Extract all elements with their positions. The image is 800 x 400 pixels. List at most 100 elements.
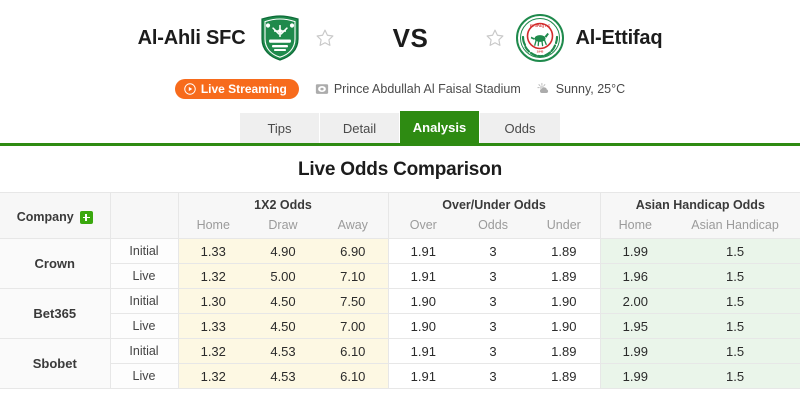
- tabs-list: Tips Detail Analysis Odds: [0, 110, 800, 143]
- table-row: Live 1.32 5.00 7.10 1.91 3 1.89 1.96 1.5: [0, 263, 800, 289]
- group-header-row: Company 1X2 Odds Over/Under Odds Asian H…: [0, 192, 800, 239]
- al-ahli-sfc-crest-icon: [255, 13, 305, 63]
- svg-text:1945: 1945: [537, 50, 544, 54]
- odds-cell-away: 6.10: [318, 363, 389, 389]
- odds-cell-home: 1.32: [177, 263, 248, 289]
- home-team-name: Al-Ahli SFC: [137, 26, 246, 49]
- sub-header-row: Home Draw Away Over Odds Under Home Asia…: [0, 214, 800, 239]
- odds-cell-under: 1.90: [528, 288, 601, 314]
- odds-cell-ah-home: 1.95: [599, 313, 671, 339]
- company-name-cell[interactable]: Crown: [0, 238, 111, 289]
- col-header-over: Over: [387, 214, 459, 239]
- odds-cell-under: 1.89: [528, 263, 601, 289]
- odds-cell-over: 1.90: [387, 313, 459, 339]
- odds-cell-under: 1.89: [528, 338, 601, 364]
- tab-tips-label: Tips: [267, 120, 292, 136]
- group-header-1x2: 1X2 Odds: [177, 192, 389, 215]
- tabs-bar: Tips Detail Analysis Odds: [0, 110, 800, 146]
- odds-cell-over: 1.91: [387, 263, 459, 289]
- odds-cell-away: 7.50: [318, 288, 389, 314]
- sunny-cloud-icon: [537, 82, 551, 96]
- odds-cell-ah-home: 1.96: [599, 263, 671, 289]
- odds-cell-odds: 3: [458, 363, 529, 389]
- live-odds-comparison-table: Company 1X2 Odds Over/Under Odds Asian H…: [0, 192, 800, 389]
- plus-square-icon[interactable]: [79, 210, 93, 224]
- stadium-icon: [315, 82, 329, 96]
- match-header: Al-Ahli SFC: [0, 0, 800, 110]
- odds-cell-odds: 3: [458, 338, 529, 364]
- company-header[interactable]: Company: [0, 192, 110, 239]
- tab-odds[interactable]: Odds: [480, 113, 560, 143]
- company-name-cell[interactable]: Sbobet: [0, 338, 111, 389]
- odds-cell-ah-handicap: 1.5: [670, 238, 800, 264]
- home-favorite-star-icon[interactable]: [315, 28, 335, 48]
- odds-cell-away: 6.10: [318, 338, 389, 364]
- odds-cell-over: 1.91: [387, 238, 459, 264]
- away-favorite-star-icon[interactable]: [485, 28, 505, 48]
- odds-cell-ah-handicap: 1.5: [670, 263, 800, 289]
- odds-cell-draw: 4.50: [248, 313, 318, 339]
- odds-cell-home: 1.30: [177, 288, 248, 314]
- weather-text: Sunny, 25°C: [555, 82, 626, 96]
- live-streaming-button[interactable]: Live Streaming: [174, 79, 299, 99]
- away-team[interactable]: ETTIFAQ F.C 1945 Al-Ettifaq: [485, 13, 663, 63]
- odds-cell-away: 7.10: [318, 263, 389, 289]
- tab-detail[interactable]: Detail: [320, 113, 400, 143]
- home-team[interactable]: Al-Ahli SFC: [138, 13, 336, 63]
- vs-label: VS: [392, 22, 429, 53]
- odds-cell-ah-home: 1.99: [599, 338, 671, 364]
- page-title: Live Odds Comparison: [298, 159, 502, 180]
- odds-cell-ah-handicap: 1.5: [670, 313, 800, 339]
- teams-row: Al-Ahli SFC: [0, 0, 800, 72]
- table-body: Crown Initial 1.33 4.90 6.90 1.91 3 1.89 1.99 1.5…: [0, 238, 800, 389]
- table-row: Sbobet Initial 1.32 4.53 6.10 1.91 3 1.89 1.99 1.…: [0, 338, 800, 389]
- tab-odds-label: Odds: [504, 120, 536, 136]
- table-row: Crown Initial 1.33 4.90 6.90 1.91 3 1.89 1.99 1.5: [0, 238, 800, 289]
- odds-cell-ah-home: 1.99: [599, 363, 671, 389]
- odds-type-cell: Live: [110, 313, 179, 339]
- col-header-1x2-draw: Draw: [248, 214, 318, 239]
- odds-type-cell: Initial: [110, 238, 179, 264]
- odds-cell-under: 1.89: [528, 363, 601, 389]
- tab-detail-label: Detail: [342, 120, 377, 136]
- tab-tips[interactable]: Tips: [240, 113, 320, 143]
- weather-info: Sunny, 25°C: [537, 82, 625, 96]
- odds-cell-over: 1.91: [387, 363, 459, 389]
- odds-cell-draw: 5.00: [248, 263, 318, 289]
- odds-cell-ah-home: 2.00: [599, 288, 671, 314]
- vs-block: VS: [335, 23, 485, 54]
- odds-cell-odds: 3: [458, 288, 529, 314]
- odds-cell-draw: 4.53: [248, 363, 318, 389]
- table-row: Bet365 Initial 1.30 4.50 7.50 1.90 3 1.90 2.00 1.…: [0, 288, 800, 339]
- odds-cell-draw: 4.90: [248, 238, 318, 264]
- odds-type-cell: Initial: [110, 338, 179, 364]
- match-info-bar: Live Streaming Prince Abdullah Al Faisal…: [0, 74, 800, 104]
- table-head: Company 1X2 Odds Over/Under Odds Asian H…: [0, 192, 800, 239]
- odds-cell-home: 1.33: [177, 238, 248, 264]
- odds-cell-over: 1.90: [387, 288, 459, 314]
- odds-cell-away: 7.00: [318, 313, 389, 339]
- table-row: Live 1.32 4.53 6.10 1.91 3 1.89 1.99 1.5: [0, 363, 800, 389]
- odds-cell-home: 1.32: [177, 338, 248, 364]
- odds-cell-home: 1.32: [177, 363, 248, 389]
- odds-cell-under: 1.90: [528, 313, 601, 339]
- company-name-cell[interactable]: Bet365: [0, 288, 111, 339]
- odds-cell-draw: 4.50: [248, 288, 318, 314]
- col-header-1x2-home: Home: [177, 214, 248, 239]
- table-row: Live 1.33 4.50 7.00 1.90 3 1.90 1.95 1.5: [0, 313, 800, 339]
- odds-cell-odds: 3: [458, 238, 529, 264]
- odds-type-cell: Initial: [110, 288, 179, 314]
- col-header-1x2-away: Away: [318, 214, 389, 239]
- live-streaming-label: Live Streaming: [200, 82, 287, 96]
- odds-cell-under: 1.89: [528, 238, 601, 264]
- col-header-ah-handicap: Asian Handicap: [670, 214, 800, 239]
- company-header-label: Company: [16, 210, 74, 224]
- stadium-name: Prince Abdullah Al Faisal Stadium: [333, 82, 521, 96]
- odds-type-cell: Live: [110, 263, 179, 289]
- odds-cell-odds: 3: [458, 313, 529, 339]
- tab-analysis[interactable]: Analysis: [400, 111, 480, 143]
- odds-cell-ah-handicap: 1.5: [670, 288, 800, 314]
- col-header-ah-home: Home: [599, 214, 671, 239]
- group-header-asian-handicap: Asian Handicap Odds: [599, 192, 800, 215]
- play-circle-icon: [184, 83, 196, 95]
